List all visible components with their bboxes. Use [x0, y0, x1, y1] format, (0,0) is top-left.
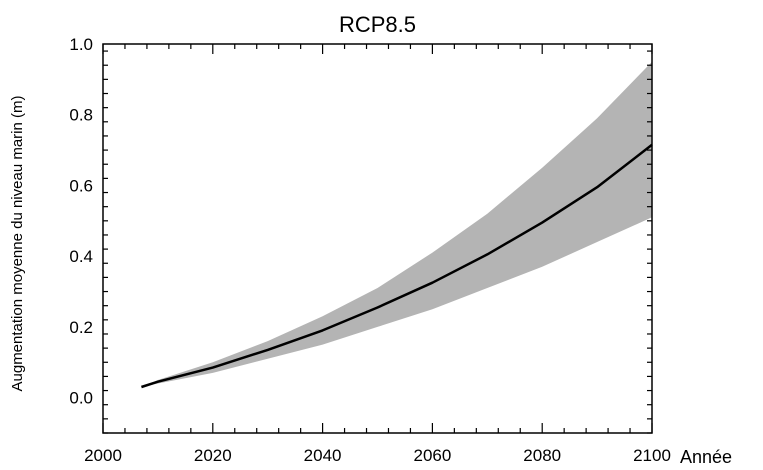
tick-marks: [102, 44, 653, 434]
y-tick-label: 0.2: [69, 318, 93, 337]
x-axis-label: Année: [680, 447, 732, 467]
x-tick-label: 2040: [304, 446, 342, 465]
x-tick-label: 2100: [633, 446, 671, 465]
y-tick-label: 0.4: [69, 247, 93, 266]
y-tick-label: 0.0: [69, 389, 93, 408]
median-line: [141, 143, 653, 389]
y-tick-label: 0.6: [69, 176, 93, 195]
y-tick-label: 1.0: [69, 35, 93, 54]
chart-title: RCP8.5: [339, 12, 416, 37]
plot-frame: [102, 43, 653, 434]
x-tick-label: 2060: [413, 446, 451, 465]
y-tick-label: 0.8: [69, 106, 93, 125]
uncertainty-band: [141, 61, 652, 387]
x-tick-label: 2080: [523, 446, 561, 465]
x-tick-label: 2020: [194, 446, 232, 465]
x-tick-label: 2000: [84, 446, 122, 465]
y-axis-label: Augmentation moyenne du niveau marin (m): [9, 96, 26, 392]
